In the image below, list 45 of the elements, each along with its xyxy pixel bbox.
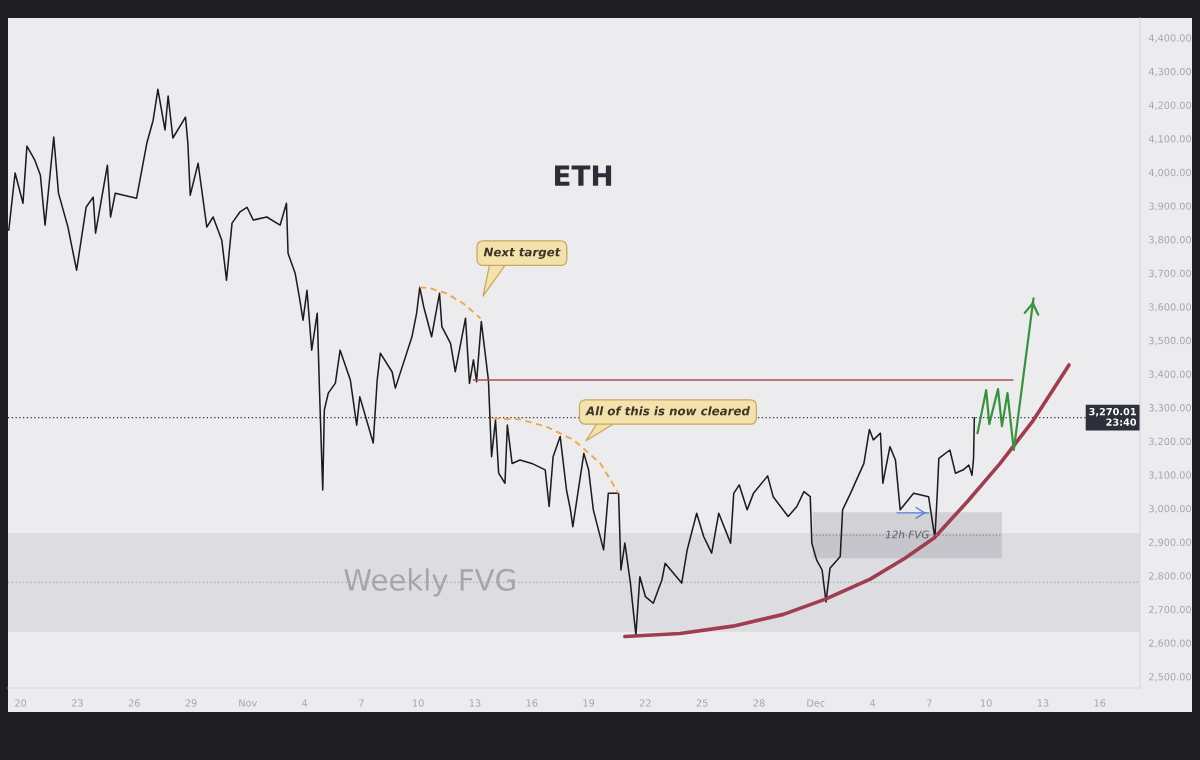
series-label: 12h FVG — [885, 530, 929, 539]
y-tick-label: 2,500.00 — [1149, 673, 1191, 682]
x-tick-label: 20 — [15, 699, 27, 707]
x-tick-label: 19 — [583, 699, 595, 707]
y-tick-label: 3,200.00 — [1149, 437, 1191, 447]
y-tick-label: 4,200.00 — [1148, 101, 1191, 110]
x-tick-label: Nov — [239, 699, 258, 707]
x-tick-label: 23 — [71, 699, 83, 707]
ref-line-label: 3,270.01 23:40 — [1089, 407, 1137, 426]
x-tick-label: 7 — [359, 699, 364, 707]
x-tick-label: 29 — [185, 699, 197, 707]
x-tick-label: 16 — [526, 699, 538, 707]
y-tick-label: 3,300.00 — [1149, 404, 1191, 413]
y-tick-label: 3,500.00 — [1149, 336, 1191, 346]
x-tick-label: 25 — [696, 699, 708, 707]
x-tick-label: 28 — [753, 699, 765, 707]
y-tick-label: 2,700.00 — [1149, 605, 1191, 615]
x-tick-label: 13 — [469, 699, 481, 707]
x-tick-label: 22 — [639, 699, 651, 707]
text: ETH — [555, 165, 612, 186]
x-tick-label: 4 — [869, 699, 876, 707]
x-tick-label: 10 — [413, 699, 424, 707]
y-tick-label: 3,700.00 — [1149, 269, 1191, 278]
x-tick-label: 7 — [927, 699, 932, 707]
y-tick-label: 3,800.00 — [1149, 236, 1191, 245]
y-tick-label: 3,400.00 — [1149, 370, 1191, 379]
x-tick-label: 26 — [128, 699, 140, 707]
x-tick-label: 13 — [1037, 699, 1049, 707]
y-tick-label: 4,000.00 — [1148, 168, 1191, 178]
y-tick-label: 3,000.00 — [1149, 504, 1191, 514]
annotation: All of this is now cleared — [585, 406, 751, 416]
y-tick-label: 2,600.00 — [1149, 639, 1191, 648]
y-tick-label: 4,400.00 — [1148, 34, 1191, 43]
annotation: Next target — [483, 247, 561, 259]
x-tick-label: 16 — [1094, 699, 1106, 707]
y-tick-label: 3,900.00 — [1149, 202, 1191, 211]
y-tick-label: 3,100.00 — [1149, 471, 1191, 480]
x-tick-label: Dec — [807, 699, 825, 707]
y-tick-label: 3,600.00 — [1149, 303, 1191, 312]
y-tick-label: 4,300.00 — [1148, 67, 1191, 77]
x-tick-label: 4 — [301, 699, 308, 707]
y-tick-label: 4,100.00 — [1148, 135, 1191, 144]
y-tick-label: 2,800.00 — [1149, 572, 1191, 581]
y-tick-label: 2,900.00 — [1149, 538, 1191, 547]
x-tick-label: 10 — [981, 699, 992, 707]
